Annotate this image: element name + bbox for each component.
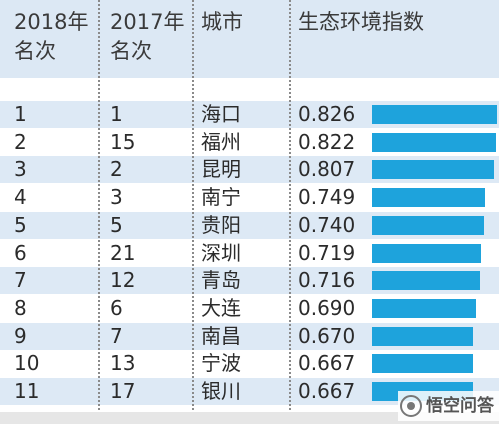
index-bar [372, 188, 486, 208]
index-bar [372, 215, 484, 235]
header-rank-2017: 2017年 名次 [110, 8, 184, 66]
column-divider [289, 0, 291, 418]
index-bar [372, 105, 497, 124]
cell-rank-2018: 6 [14, 240, 27, 265]
cell-rank-2018: 11 [14, 379, 40, 403]
cell-index: 0.667 [298, 351, 356, 376]
index-bar [372, 271, 481, 291]
cell-index: 0.807 [298, 157, 356, 182]
cell-rank-2017: 5 [110, 212, 123, 237]
wukong-logo-icon [400, 395, 422, 417]
cell-index: 0.690 [298, 295, 356, 320]
cell-city: 昆明 [201, 157, 241, 182]
cell-rank-2018: 2 [14, 129, 27, 154]
table-row: 9 7 南昌 0.670 [0, 322, 499, 350]
cell-rank-2017: 17 [110, 379, 136, 403]
cell-rank-2017: 7 [110, 323, 123, 348]
header-rank-2017-line1: 2017年 [110, 10, 185, 34]
cell-city: 银川 [201, 379, 241, 403]
cell-city: 贵阳 [201, 212, 241, 237]
cell-index: 0.740 [298, 212, 356, 237]
header-rank-2018-line1: 2018年 [14, 10, 89, 34]
cell-rank-2018: 4 [14, 185, 27, 210]
index-bar [372, 243, 481, 263]
cell-index: 0.822 [298, 129, 356, 154]
index-bar [372, 160, 495, 180]
column-divider [192, 0, 194, 418]
bottom-strip [0, 412, 499, 424]
index-bar [372, 132, 497, 152]
cell-index: 0.670 [298, 323, 356, 348]
cell-rank-2018: 9 [14, 323, 27, 348]
header-rank-2018-line2: 名次 [14, 39, 56, 63]
index-bar [372, 354, 473, 374]
cell-city: 海口 [201, 102, 241, 126]
cell-rank-2018: 5 [14, 212, 27, 237]
cell-rank-2017: 6 [110, 295, 123, 320]
watermark-text: 悟空问答 [426, 396, 494, 416]
index-bar [372, 326, 474, 346]
table-row: 10 13 宁波 0.667 [0, 350, 499, 377]
cell-rank-2018: 10 [14, 351, 40, 376]
table-row: 3 2 昆明 0.807 [0, 156, 499, 184]
cell-rank-2017: 1 [110, 102, 123, 126]
cell-rank-2018: 3 [14, 157, 27, 182]
table-row: 6 21 深圳 0.719 [0, 240, 499, 267]
cell-city: 福州 [201, 129, 241, 154]
header-index: 生态环境指数 [298, 10, 424, 34]
cell-index: 0.719 [298, 240, 356, 265]
cell-city: 宁波 [201, 351, 241, 376]
cell-city: 深圳 [201, 240, 241, 265]
cell-rank-2017: 12 [110, 268, 136, 293]
table-row: 2 15 福州 0.822 [0, 129, 499, 156]
cell-rank-2017: 2 [110, 157, 123, 182]
cell-city: 南昌 [201, 323, 241, 348]
table-header: 2018年 名次 2017年 名次 城市 生态环境指数 [0, 0, 499, 78]
table-row: 5 5 贵阳 0.740 [0, 211, 499, 239]
cell-rank-2017: 21 [110, 240, 136, 265]
index-bar [372, 298, 477, 318]
cell-index: 0.716 [298, 268, 356, 293]
header-city: 城市 [201, 10, 243, 34]
cell-rank-2018: 8 [14, 295, 27, 320]
cell-index: 0.826 [298, 102, 356, 126]
cell-rank-2017: 15 [110, 129, 136, 154]
cell-rank-2017: 3 [110, 185, 123, 210]
cell-rank-2017: 13 [110, 351, 136, 376]
cell-city: 青岛 [201, 268, 241, 293]
table-row: 7 12 青岛 0.716 [0, 267, 499, 295]
cell-rank-2018: 1 [14, 102, 27, 126]
table-row: 8 6 大连 0.690 [0, 295, 499, 322]
cell-city: 大连 [201, 295, 241, 320]
header-rank-2017-line2: 名次 [110, 39, 152, 63]
cell-rank-2018: 7 [14, 268, 27, 293]
column-divider [98, 0, 100, 418]
cell-city: 南宁 [201, 185, 241, 210]
cell-index: 0.667 [298, 379, 356, 403]
cell-index: 0.749 [298, 185, 356, 210]
table-row: 11 17 银川 0.667 [0, 378, 499, 405]
table-row: 4 3 南宁 0.749 [0, 184, 499, 211]
header-rank-2018: 2018年 名次 [14, 8, 88, 66]
watermark: 悟空问答 [398, 391, 499, 421]
table-row: 1 1 海口 0.826 [0, 101, 499, 128]
